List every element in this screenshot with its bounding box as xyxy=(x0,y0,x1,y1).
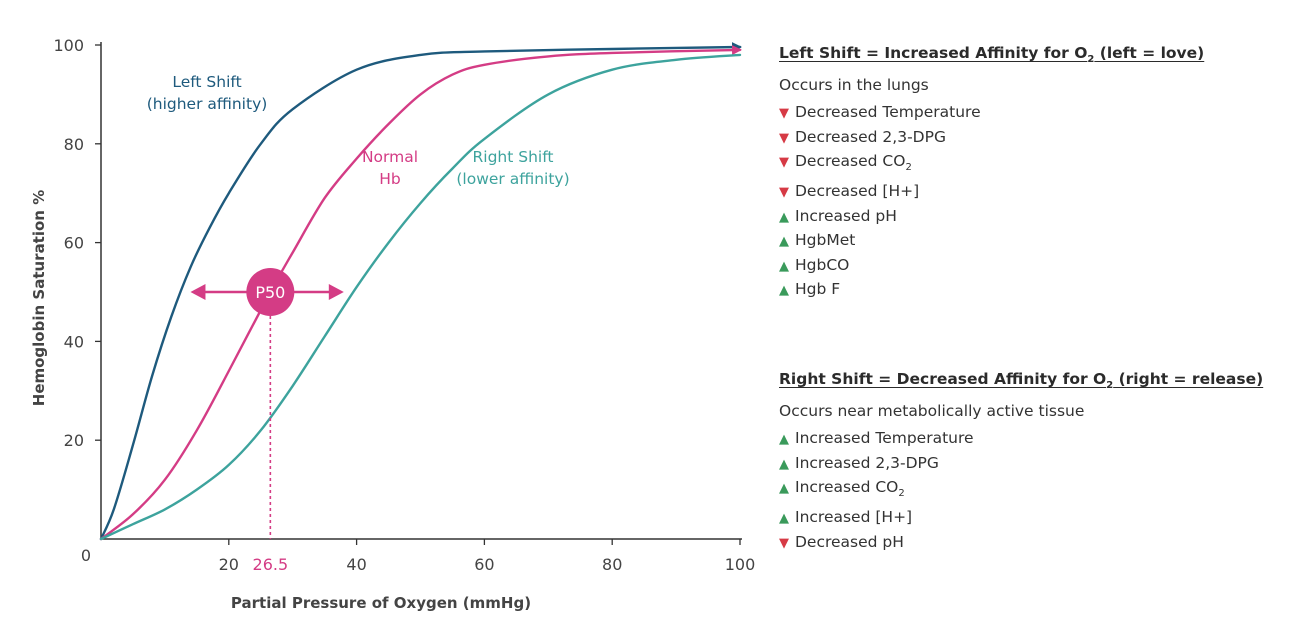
p50-left-arrowhead xyxy=(190,284,206,300)
decrease-triangle-icon: ▼ xyxy=(779,155,789,171)
decrease-triangle-icon: ▼ xyxy=(779,130,789,146)
left-shift-factor-item: ▲ HgbMet xyxy=(779,229,1284,254)
left-shift-factor-text: Decreased 2,3-DPG xyxy=(795,127,946,146)
right-shift-factor-item: ▲ Increased Temperature xyxy=(779,427,1284,452)
right-shift-factor-text: Increased CO xyxy=(795,478,899,497)
increase-triangle-icon: ▲ xyxy=(779,283,789,299)
increase-triangle-icon: ▲ xyxy=(779,432,789,448)
right-shift-curve-label: (lower affinity) xyxy=(456,170,569,188)
right-shift-factor-item: ▲ Increased [H+] xyxy=(779,506,1284,531)
right-shift-heading-main: Right Shift = Decreased Affinity for O xyxy=(779,370,1107,388)
oxygen-dissociation-chart: 0 20 40 60 80 100 20 40 60 80 100 P50 26.5 Left Shif… xyxy=(30,36,755,612)
right-shift-factor-text: Decreased pH xyxy=(795,532,904,551)
left-shift-subtitle: Occurs in the lungs xyxy=(779,76,929,95)
right-shift-subtitle: Occurs near metabolically active tissue xyxy=(779,402,1085,421)
right-shift-factor-list: ▲ Increased Temperature ▲ Increased 2,3-DPG… xyxy=(779,427,1284,555)
right-shift-curve-label: Right Shift xyxy=(473,148,554,166)
y-tick-label: 0 xyxy=(81,546,91,565)
y-axis-title: Hemoglobin Saturation % xyxy=(30,190,48,406)
right-shift-heading: Right Shift = Decreased Affinity for O2 … xyxy=(779,366,1284,399)
x-tick-label: 20 xyxy=(219,555,239,574)
right-shift-factor-text: Increased [H+] xyxy=(795,507,913,526)
y-tick-label: 100 xyxy=(53,36,84,55)
p50-marker xyxy=(246,268,295,316)
increase-triangle-icon: ▲ xyxy=(779,481,789,497)
right-shift-factor-text: Increased Temperature xyxy=(795,429,974,448)
axes: 0 20 40 60 80 100 20 40 60 80 100 xyxy=(53,36,755,574)
right-shift-factor-subscript: 2 xyxy=(898,488,905,500)
increase-triangle-icon: ▲ xyxy=(779,234,789,250)
left-shift-heading-main: Left Shift = Increased Affinity for O xyxy=(779,44,1088,62)
p50-x-value-label: 26.5 xyxy=(253,555,289,574)
series-lines xyxy=(99,42,742,541)
increase-triangle-icon: ▲ xyxy=(779,456,789,472)
decrease-triangle-icon: ▼ xyxy=(779,535,789,551)
right-shift-curve xyxy=(99,53,742,541)
x-tick-label: 80 xyxy=(602,555,622,574)
left-shift-heading-tail: (left = love) xyxy=(1094,44,1205,62)
left-shift-curve-label: (higher affinity) xyxy=(147,95,268,113)
left-shift-curve-label: Left Shift xyxy=(172,73,241,91)
p50-label: P50 xyxy=(255,283,285,302)
left-shift-factor-item: ▼ Decreased 2,3-DPG xyxy=(779,126,1284,151)
y-tick-label: 20 xyxy=(64,431,84,450)
left-shift-factor-list: ▼ Decreased Temperature ▼ Decreased 2,3-DPG… xyxy=(779,101,1284,303)
left-shift-factor-subscript: 2 xyxy=(905,162,912,174)
left-shift-factor-text: Increased pH xyxy=(795,206,897,225)
right-shift-factor-text: Increased 2,3-DPG xyxy=(795,453,939,472)
left-shift-factor-text: HgbCO xyxy=(795,255,850,274)
decrease-triangle-icon: ▼ xyxy=(779,184,789,200)
left-shift-factor-item: ▼ Decreased CO2 xyxy=(779,150,1284,180)
x-tick-label: 40 xyxy=(346,555,366,574)
decrease-triangle-icon: ▼ xyxy=(779,106,789,122)
left-shift-factor-item: ▲ Hgb F xyxy=(779,278,1284,303)
left-shift-factor-text: HgbMet xyxy=(795,231,856,250)
right-shift-factor-item: ▼ Decreased pH xyxy=(779,531,1284,556)
left-shift-factor-text: Decreased CO xyxy=(795,152,906,171)
y-tick-label: 80 xyxy=(64,135,84,154)
normal-hb-curve-label: Hb xyxy=(379,170,401,188)
left-shift-heading: Left Shift = Increased Affinity for O2 (… xyxy=(779,40,1284,73)
x-tick-label: 60 xyxy=(474,555,494,574)
left-shift-section: Left Shift = Increased Affinity for O2 (… xyxy=(779,40,1284,303)
x-axis-title: Partial Pressure of Oxygen (mmHg) xyxy=(231,594,531,612)
y-tick-label: 40 xyxy=(64,332,84,351)
increase-triangle-icon: ▲ xyxy=(779,258,789,274)
right-shift-factor-item: ▲ Increased CO2 xyxy=(779,476,1284,506)
increase-triangle-icon: ▲ xyxy=(779,510,789,526)
annotations: P50 26.5 Left Shift (higher affinity) Normal… xyxy=(147,73,570,574)
right-shift-heading-sub: 2 xyxy=(1106,380,1114,392)
left-shift-factor-item: ▲ HgbCO xyxy=(779,254,1284,279)
x-tick-label: 100 xyxy=(725,555,756,574)
y-tick-label: 60 xyxy=(64,234,84,253)
normal-hb-curve xyxy=(99,45,742,541)
p50-right-arrowhead xyxy=(328,284,344,300)
right-shift-factor-item: ▲ Increased 2,3-DPG xyxy=(779,452,1284,477)
left-shift-factor-item: ▼ Decreased [H+] xyxy=(779,180,1284,205)
right-shift-heading-tail: (right = release) xyxy=(1113,370,1264,388)
left-shift-factor-item: ▲ Increased pH xyxy=(779,205,1284,230)
right-shift-section: Right Shift = Decreased Affinity for O2 … xyxy=(779,366,1284,555)
left-shift-factor-text: Decreased [H+] xyxy=(795,181,920,200)
left-shift-heading-sub: 2 xyxy=(1087,54,1095,66)
normal-hb-curve-label: Normal xyxy=(362,148,418,166)
left-shift-factor-text: Decreased Temperature xyxy=(795,103,981,122)
left-shift-factor-text: Hgb F xyxy=(795,280,841,299)
increase-triangle-icon: ▲ xyxy=(779,209,789,225)
left-shift-factor-item: ▼ Decreased Temperature xyxy=(779,101,1284,126)
left-shift-curve xyxy=(99,42,742,541)
